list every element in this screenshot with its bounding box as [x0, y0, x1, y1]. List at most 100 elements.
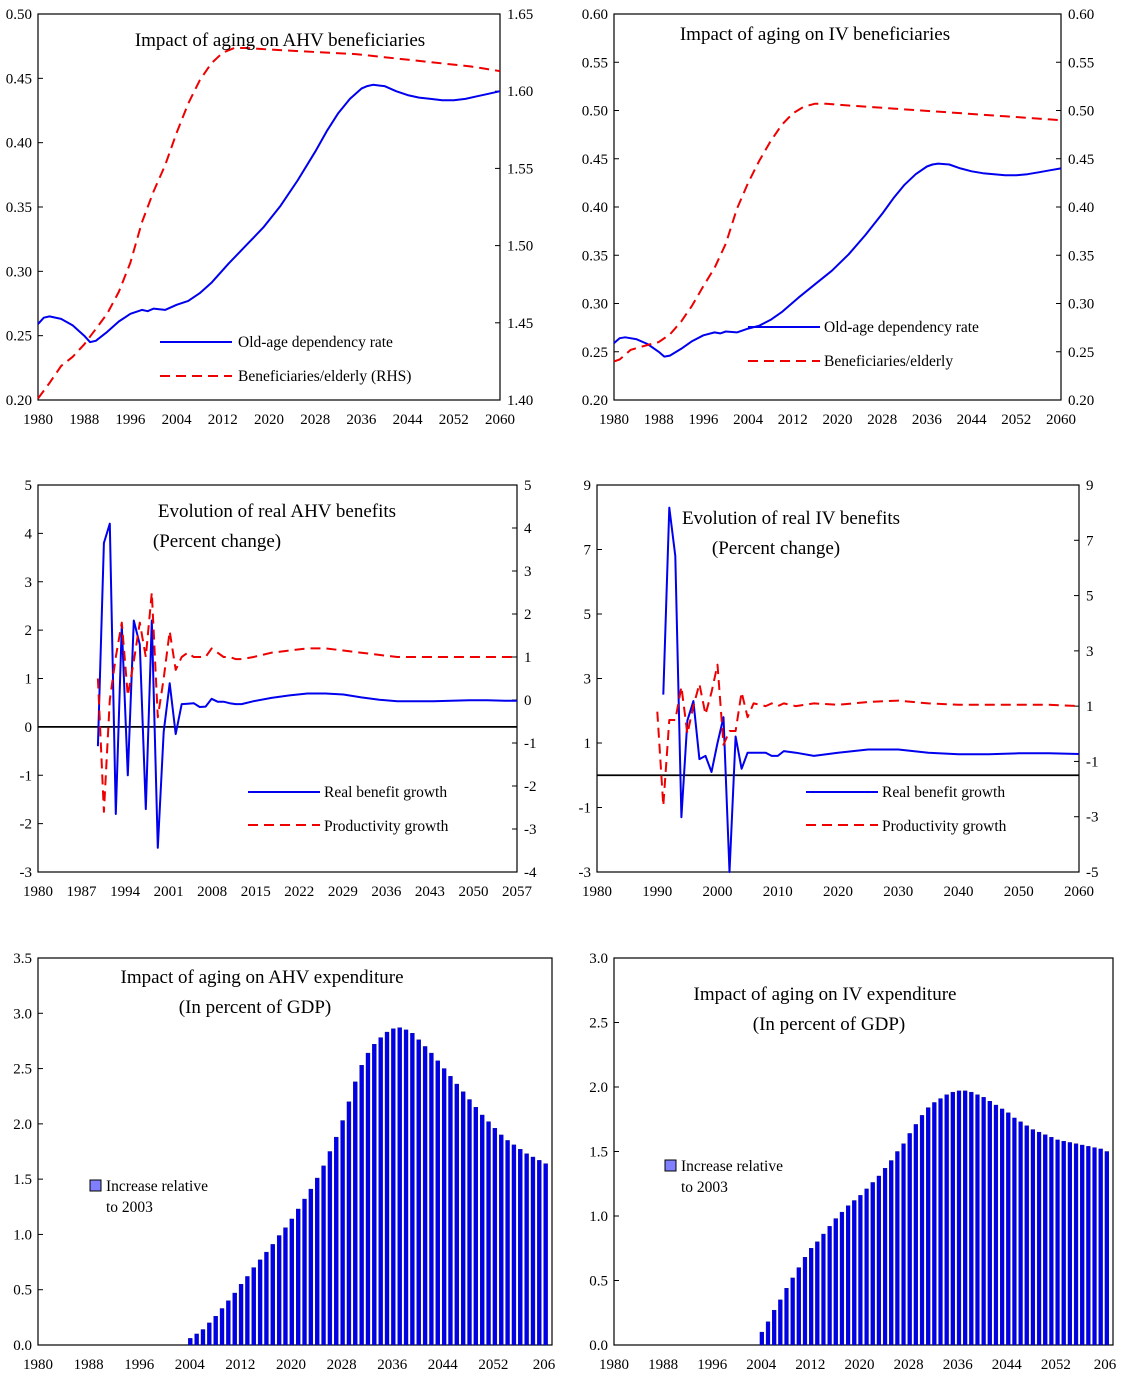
x-tick-label: 2004: [746, 1357, 777, 1373]
bar: [926, 1107, 931, 1346]
bar: [435, 1060, 440, 1346]
bar: [403, 1029, 409, 1346]
x-axis: 1980 1988 1996 2004 2012 2020 2028 2036 2044 2052…: [599, 1357, 1117, 1373]
legend-label-productivity: Productivity growth: [324, 818, 449, 835]
x-tick-label: 2004: [162, 412, 193, 428]
x-tick-label: 1996: [697, 1357, 728, 1373]
series-line-old-age-dependency-rate: [613, 162, 1062, 358]
x-tick-label: 1980: [599, 412, 629, 428]
x-tick-label: 1994: [110, 884, 141, 900]
x-tick-label: 2004: [175, 1357, 206, 1373]
y-tick-label: 3.5: [13, 951, 32, 967]
x-tick-label: 2043: [415, 884, 445, 900]
bar: [226, 1300, 231, 1346]
plot-frame: [613, 13, 1062, 401]
y2-tick-label: 4: [524, 521, 532, 537]
bar: [492, 1128, 498, 1346]
x-tick-label: 2052: [1001, 412, 1031, 428]
legend-label-dependency: Old-age dependency rate: [824, 319, 979, 336]
y2-tick-label: 0.30: [1068, 297, 1094, 313]
series-group: [613, 102, 1062, 363]
x-tick-label: 2036: [943, 1357, 974, 1373]
left-axis: -3 -1 1 3 5 7 9: [579, 478, 602, 881]
y-tick-label: 0.25: [582, 345, 608, 361]
y-tick-label: 7: [584, 543, 592, 559]
y-tick-label: 2.0: [13, 1117, 32, 1133]
bar: [340, 1120, 345, 1346]
bar: [308, 1188, 314, 1346]
bar: [1067, 1142, 1072, 1346]
y2-tick-label: 0.45: [1068, 152, 1094, 168]
y2-tick-label: 1.55: [507, 161, 533, 177]
y2-tick-label: 1.50: [507, 239, 533, 255]
bar: [907, 1133, 912, 1346]
y-tick-label: 3: [25, 575, 33, 591]
bar: [1024, 1125, 1029, 1346]
series-group: [759, 1090, 1109, 1346]
bar: [932, 1102, 937, 1346]
y-tick-label: 3.0: [13, 1006, 32, 1022]
y-tick-label: -3: [579, 865, 592, 881]
panel-ahv-expenditure: 0.0 0.5 1.0 1.5 2.0 2.5 3.0 3.5 1980 1988 1996 200…: [13, 951, 556, 1373]
x-tick-label: 2060: [1064, 884, 1094, 900]
legend-label-beneficiaries: Beneficiaries/elderly (RHS): [238, 368, 411, 385]
panel-ahv-beneficiaries: 0.20 0.25 0.30 0.35 0.40 0.45 0.50 1.40 1.45 1.5…: [6, 7, 534, 428]
x-tick-label: 2004: [733, 412, 764, 428]
bar: [1104, 1151, 1109, 1346]
bar: [901, 1143, 906, 1346]
x-tick-label: 1996: [688, 412, 719, 428]
bar: [505, 1140, 510, 1346]
y2-tick-label: 9: [1086, 478, 1094, 494]
y-tick-label: 5: [25, 478, 33, 494]
y2-tick-label: -3: [1086, 810, 1099, 826]
panel-ahv-benefits: -3 -2 -1 0 1 2 3 4 5 -4 -3 -2 -1 0 1 2 3 4 5 1980 1987 1994…: [20, 478, 537, 900]
legend-swatch-increase: [89, 1179, 102, 1192]
bar: [257, 1259, 263, 1346]
bar: [944, 1094, 949, 1346]
bar: [870, 1182, 875, 1346]
y2-tick-label: 1.65: [507, 7, 533, 23]
y2-tick-label: 5: [1086, 589, 1094, 605]
x-tick-label: 2001: [154, 884, 184, 900]
x-tick-label: 2052: [478, 1357, 508, 1373]
series-group: [37, 47, 501, 400]
bar: [219, 1308, 225, 1346]
bar: [530, 1156, 536, 1346]
x-tick-label: 2012: [208, 412, 238, 428]
bar: [858, 1195, 863, 1346]
x-tick-label: 2044: [992, 1357, 1023, 1373]
left-axis: 0.0 0.5 1.0 1.5 2.0 2.5 3.0: [589, 951, 619, 1354]
y-tick-label: -1: [579, 801, 592, 817]
legend: Increase relative to 2003: [664, 1158, 783, 1196]
x-tick-label: 2044: [957, 412, 988, 428]
legend: Increase relative to 2003: [89, 1178, 208, 1216]
bar: [784, 1288, 789, 1346]
x-tick-label: 2020: [276, 1357, 306, 1373]
bar: [981, 1097, 986, 1346]
bar: [796, 1267, 801, 1346]
y-tick-label: 1.5: [13, 1172, 32, 1188]
right-axis: -4 -3 -2 -1 0 1 2 3 4 5: [512, 478, 537, 881]
bar: [1061, 1140, 1066, 1346]
y-tick-label: -1: [20, 768, 33, 784]
y2-tick-label: 1: [524, 650, 532, 666]
x-tick-label: 2020: [254, 412, 284, 428]
bar: [765, 1321, 771, 1346]
bar: [1049, 1137, 1054, 1346]
y-tick-label: 0.45: [582, 152, 608, 168]
bar: [384, 1031, 390, 1346]
x-tick-label: 2020: [823, 884, 853, 900]
x-tick-label: 2028: [327, 1357, 357, 1373]
bar: [441, 1068, 447, 1346]
y-tick-label: 4: [25, 526, 33, 542]
bar: [772, 1309, 777, 1346]
bar: [283, 1227, 288, 1346]
x-tick-label: 206: [533, 1357, 556, 1373]
y2-tick-label: 0.20: [1068, 393, 1094, 409]
bar: [876, 1175, 882, 1346]
bar: [315, 1177, 320, 1346]
y2-tick-label: 7: [1086, 533, 1094, 549]
legend-label-benefit: Real benefit growth: [324, 784, 447, 801]
bar: [238, 1283, 244, 1346]
y-tick-label: 0.0: [589, 1338, 608, 1354]
